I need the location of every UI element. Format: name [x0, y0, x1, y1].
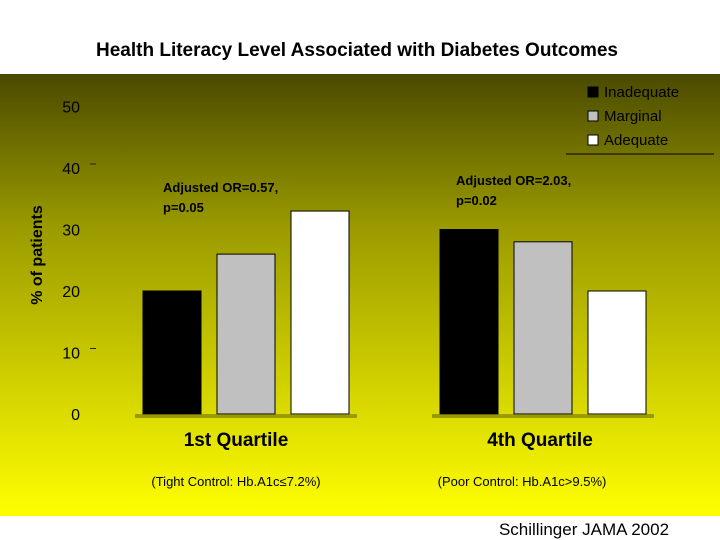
legend-swatch-adequate: [587, 134, 599, 146]
y-axis-label: % of patients: [29, 205, 46, 305]
legend: Inadequate Marginal Adequate: [566, 84, 714, 155]
y-tick-label: 0: [71, 407, 80, 424]
bar-adequate-1: [290, 210, 350, 415]
bar-adequate-2: [587, 290, 647, 415]
legend-swatch-inadequate: [587, 86, 599, 98]
chart-title: Health Literacy Level Associated with Di…: [96, 40, 618, 61]
bar-inadequate-1: [142, 290, 202, 415]
category-subtitle: (Tight Control: Hb.A1c≤7.2%): [151, 474, 320, 489]
annotation-line: p=0.02: [456, 193, 497, 208]
y-tick-label: 30: [62, 223, 80, 240]
annotations: Adjusted OR=0.57, p=0.05 Adjusted OR=2.03,…: [163, 173, 571, 215]
group-floor: [135, 414, 357, 418]
legend-label: Adequate: [604, 132, 668, 149]
category-label: 4th Quartile: [487, 430, 593, 451]
bar-groups: [135, 210, 654, 418]
y-tick-label: 20: [62, 284, 80, 301]
annotation-line: Adjusted OR=2.03,: [456, 173, 571, 188]
bar-inadequate-2: [439, 229, 499, 415]
bar-marginal-1: [216, 253, 276, 415]
category-subtitle: (Poor Control: Hb.A1c>9.5%): [438, 474, 607, 489]
bar-marginal-2: [513, 241, 573, 415]
group-floor: [432, 414, 654, 418]
legend-swatch-marginal: [587, 110, 599, 122]
annotation-line: p=0.05: [163, 200, 204, 215]
y-axis-ticks: 0 10 20 30 40 50: [62, 100, 96, 424]
category-labels: 1st Quartile (Tight Control: Hb.A1c≤7.2%)…: [151, 430, 606, 489]
y-tick-label: 10: [62, 346, 80, 363]
legend-label: Inadequate: [604, 84, 679, 101]
legend-label: Marginal: [604, 108, 662, 125]
y-tick-label: 50: [62, 100, 80, 117]
citation: Schillinger JAMA 2002: [499, 520, 669, 539]
y-tick-label: 40: [62, 161, 80, 178]
annotation-line: Adjusted OR=0.57,: [163, 180, 278, 195]
category-label: 1st Quartile: [184, 430, 289, 451]
